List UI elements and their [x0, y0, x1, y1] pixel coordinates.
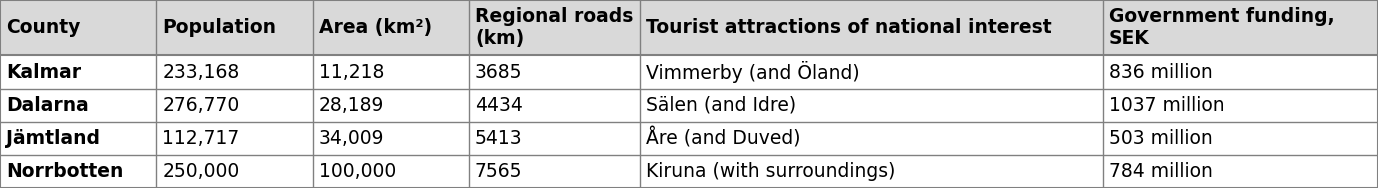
Text: Population: Population: [163, 18, 277, 37]
Text: 233,168: 233,168: [163, 63, 240, 82]
Text: 784 million: 784 million: [1109, 162, 1213, 181]
Text: 5413: 5413: [475, 129, 522, 148]
Bar: [0, 89, 156, 122]
Text: 250,000: 250,000: [163, 162, 240, 181]
Bar: [639, 55, 1102, 89]
Text: 836 million: 836 million: [1109, 63, 1213, 82]
Text: 276,770: 276,770: [163, 96, 240, 115]
Bar: [639, 122, 1102, 155]
Bar: [313, 0, 469, 55]
Text: Norrbotten: Norrbotten: [6, 162, 124, 181]
Text: Jämtland: Jämtland: [6, 129, 101, 148]
Text: Kiruna (with surroundings): Kiruna (with surroundings): [646, 162, 896, 181]
Bar: [156, 89, 313, 122]
Bar: [1102, 55, 1378, 89]
Bar: [313, 122, 469, 155]
Bar: [0, 55, 156, 89]
Bar: [469, 89, 639, 122]
Bar: [469, 0, 639, 55]
Bar: [156, 122, 313, 155]
Text: 100,000: 100,000: [318, 162, 395, 181]
Text: 3685: 3685: [475, 63, 522, 82]
Bar: [313, 155, 469, 188]
Bar: [313, 89, 469, 122]
Text: Area (km²): Area (km²): [318, 18, 431, 37]
Bar: [156, 0, 313, 55]
Text: Sälen (and Idre): Sälen (and Idre): [646, 96, 796, 115]
Bar: [469, 122, 639, 155]
Bar: [639, 89, 1102, 122]
Bar: [313, 55, 469, 89]
Bar: [0, 122, 156, 155]
Text: 1037 million: 1037 million: [1109, 96, 1225, 115]
Bar: [1102, 0, 1378, 55]
Text: Regional roads
(km): Regional roads (km): [475, 7, 634, 48]
Text: Dalarna: Dalarna: [6, 96, 88, 115]
Bar: [0, 0, 156, 55]
Text: Government funding,
SEK: Government funding, SEK: [1109, 7, 1335, 48]
Text: 112,717: 112,717: [163, 129, 240, 148]
Bar: [156, 155, 313, 188]
Bar: [156, 55, 313, 89]
Text: Tourist attractions of national interest: Tourist attractions of national interest: [646, 18, 1051, 37]
Text: Åre (and Duved): Åre (and Duved): [646, 128, 801, 149]
Bar: [469, 55, 639, 89]
Text: 4434: 4434: [475, 96, 522, 115]
Text: 11,218: 11,218: [318, 63, 384, 82]
Bar: [0, 155, 156, 188]
Bar: [1102, 122, 1378, 155]
Text: 34,009: 34,009: [318, 129, 384, 148]
Bar: [639, 155, 1102, 188]
Text: County: County: [6, 18, 80, 37]
Text: Kalmar: Kalmar: [6, 63, 81, 82]
Bar: [469, 155, 639, 188]
Text: 28,189: 28,189: [318, 96, 384, 115]
Bar: [639, 0, 1102, 55]
Text: 7565: 7565: [475, 162, 522, 181]
Text: 503 million: 503 million: [1109, 129, 1213, 148]
Bar: [1102, 89, 1378, 122]
Text: Vimmerby (and Öland): Vimmerby (and Öland): [646, 61, 860, 83]
Bar: [1102, 155, 1378, 188]
